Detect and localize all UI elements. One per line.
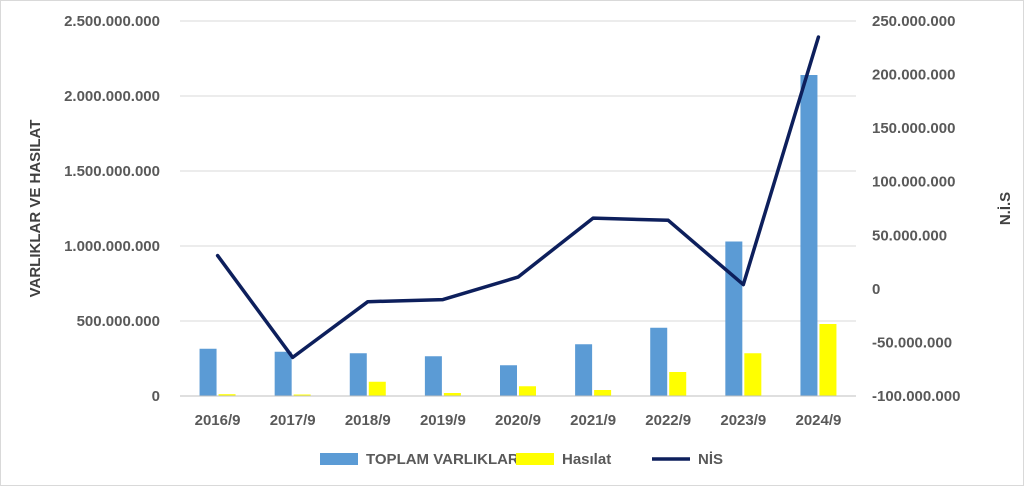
x-tick-label: 2021/9 [570, 412, 616, 429]
legend-label: NİS [698, 451, 723, 468]
y2-tick-label: 50.000.000 [872, 227, 947, 244]
x-tick-label: 2017/9 [270, 412, 316, 429]
y2-tick-label: -50.000.000 [872, 334, 952, 351]
y2-tick-label: 200.000.000 [872, 67, 955, 84]
bar-hasilat [669, 372, 687, 396]
y-tick-label: 1.000.000.000 [64, 238, 160, 255]
nis-point [216, 254, 220, 258]
nis-point [366, 300, 370, 304]
bar-toplam-varliklar [424, 356, 442, 396]
legend-swatch [320, 453, 358, 465]
bar-hasilat [819, 324, 837, 396]
bar-toplam-varliklar [349, 353, 367, 396]
x-tick-label: 2023/9 [720, 412, 766, 429]
bar-hasilat [744, 353, 762, 396]
y2-tick-label: 150.000.000 [872, 120, 955, 137]
bar-toplam-varliklar [575, 344, 593, 396]
y2-tick-label: 0 [872, 281, 880, 298]
y2-tick-label: 250.000.000 [872, 13, 955, 30]
bar-hasilat [368, 381, 386, 396]
x-tick-label: 2019/9 [420, 412, 466, 429]
x-tick-label: 2022/9 [645, 412, 691, 429]
nis-point [291, 355, 295, 359]
y-tick-label: 0 [152, 388, 160, 405]
y2-axis-title: N.İ.S [997, 192, 1014, 225]
bar-toplam-varliklar [500, 365, 517, 396]
bar-hasilat [443, 393, 461, 396]
bar-toplam-varliklar [800, 75, 818, 396]
bar-toplam-varliklar [274, 351, 292, 396]
x-tick-label: 2016/9 [195, 412, 241, 429]
bar-toplam-varliklar [199, 348, 217, 396]
nis-point [591, 216, 595, 220]
bar-hasilat [218, 394, 236, 396]
y-axis-title: VARLIKLAR VE HASILAT [27, 120, 44, 298]
legend-label: TOPLAM VARLIKLAR [366, 451, 519, 468]
nis-point [666, 218, 670, 222]
nis-point [516, 275, 520, 279]
y-tick-label: 500.000.000 [77, 313, 160, 330]
x-tick-label: 2024/9 [795, 412, 841, 429]
nis-point [741, 283, 745, 287]
y2-tick-label: -100.000.000 [872, 388, 960, 405]
x-tick-label: 2018/9 [345, 412, 391, 429]
nis-point [441, 298, 445, 302]
bar-hasilat [594, 390, 612, 396]
y-tick-label: 1.500.000.000 [64, 163, 160, 180]
y-tick-label: 2.500.000.000 [64, 13, 160, 30]
bar-hasilat [293, 394, 311, 396]
legend-label: Hasılat [562, 451, 611, 468]
y2-tick-label: 100.000.000 [872, 174, 955, 191]
y-tick-label: 2.000.000.000 [64, 88, 160, 105]
bar-toplam-varliklar [650, 327, 668, 396]
legend-swatch [516, 453, 554, 465]
bar-hasilat [519, 386, 536, 396]
bar-toplam-varliklar [725, 241, 743, 396]
nis-point [816, 35, 820, 39]
x-tick-label: 2020/9 [495, 412, 541, 429]
